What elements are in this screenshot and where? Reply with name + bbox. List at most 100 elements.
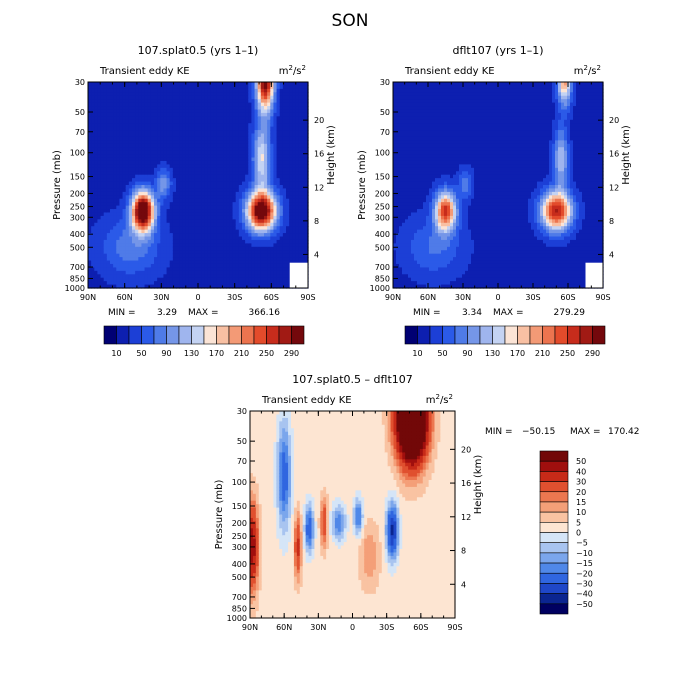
- contour-cell: [106, 219, 111, 224]
- contour-cell: [270, 209, 275, 214]
- contour-cell: [245, 195, 249, 200]
- contour-cell: [223, 188, 227, 193]
- contour-cell: [213, 257, 218, 262]
- contour-cell: [216, 157, 221, 162]
- contour-cell: [235, 277, 240, 282]
- contour-cell: [191, 181, 196, 186]
- contour-cell: [150, 85, 155, 90]
- contour-cell: [273, 284, 278, 289]
- contour-cell: [188, 239, 193, 244]
- contour-cell: [88, 188, 92, 193]
- contour-cell: [260, 167, 265, 172]
- contour-cell: [169, 195, 174, 200]
- contour-cell: [238, 185, 243, 190]
- contour-cell: [286, 116, 290, 121]
- contour-cell: [91, 126, 95, 131]
- contour-cell: [257, 154, 262, 159]
- contour-cell: [248, 167, 253, 172]
- contour-cell: [273, 171, 278, 176]
- contour-cell: [242, 250, 246, 255]
- contour-cell: [201, 250, 205, 255]
- contour-cell: [232, 209, 237, 214]
- contour-cell: [157, 243, 161, 248]
- contour-cell: [194, 212, 199, 217]
- contour-cell: [292, 154, 297, 159]
- contour-cell: [257, 92, 262, 97]
- contour-cell: [122, 267, 127, 272]
- contour-cell: [100, 215, 105, 220]
- contour-cell: [254, 222, 259, 227]
- contour-cell: [191, 233, 196, 238]
- contour-cell: [210, 143, 215, 148]
- contour-cell: [176, 274, 180, 279]
- contour-cell: [289, 191, 293, 196]
- contour-cell: [207, 257, 212, 262]
- contour-cell: [257, 205, 262, 210]
- contour-cell: [150, 130, 155, 135]
- contour-cell: [292, 250, 297, 255]
- contour-cell: [132, 205, 136, 210]
- contour-cell: [179, 243, 183, 248]
- contour-cell: [103, 136, 108, 141]
- contour-cell: [119, 202, 124, 207]
- contour-cell: [286, 226, 290, 231]
- contour-cell: [91, 267, 95, 272]
- contour-cell: [226, 92, 231, 97]
- contour-cell: [88, 116, 92, 121]
- contour-cell: [238, 123, 243, 128]
- contour-cell: [179, 136, 183, 141]
- contour-cell: [226, 274, 231, 279]
- contour-cell: [88, 281, 92, 286]
- contour-cell: [150, 102, 155, 107]
- contour-cell: [182, 150, 187, 155]
- contour-cell: [204, 140, 209, 145]
- contour-cell: [264, 178, 268, 183]
- contour-cell: [103, 126, 108, 131]
- contour-cell: [100, 88, 105, 93]
- contour-cell: [260, 119, 265, 124]
- contour-cell: [201, 133, 205, 138]
- contour-cell: [204, 106, 209, 111]
- contour-cell: [138, 95, 143, 100]
- contour-cell: [179, 116, 183, 121]
- contour-cell: [163, 263, 168, 268]
- contour-cell: [106, 233, 111, 238]
- contour-cell: [176, 215, 180, 220]
- contour-cell: [185, 185, 190, 190]
- contour-cell: [248, 116, 253, 121]
- contour-cell: [135, 215, 139, 220]
- contour-cell: [122, 116, 127, 121]
- contour-cell: [182, 109, 187, 114]
- contour-cell: [88, 157, 92, 162]
- contour-cell: [132, 188, 136, 193]
- contour-cell: [160, 102, 165, 107]
- contour-cell: [267, 260, 271, 265]
- contour-cell: [135, 205, 139, 210]
- contour-cell: [235, 157, 240, 162]
- y-right-tick-label: 20: [314, 116, 324, 125]
- contour-cell: [179, 226, 183, 231]
- contour-cell: [260, 154, 265, 159]
- contour-cell: [122, 270, 127, 275]
- contour-cell: [204, 167, 209, 172]
- contour-cell: [226, 260, 231, 265]
- contour-cell: [122, 215, 127, 220]
- contour-cell: [251, 274, 256, 279]
- contour-cell: [138, 215, 143, 220]
- contour-cell: [273, 102, 278, 107]
- contour-cell: [194, 133, 199, 138]
- contour-cell: [135, 157, 139, 162]
- contour-cell: [204, 257, 209, 262]
- contour-cell: [242, 233, 246, 238]
- contour-cell: [270, 263, 275, 268]
- contour-cell: [141, 253, 146, 258]
- contour-cell: [166, 277, 171, 282]
- contour-cell: [201, 99, 205, 104]
- contour-cell: [207, 239, 212, 244]
- contour-cell: [279, 171, 284, 176]
- contour-cell: [204, 133, 209, 138]
- contour-cell: [210, 191, 215, 196]
- contour-cell: [88, 233, 92, 238]
- contour-cell: [220, 160, 224, 165]
- panel-subtitle: Transient eddy KE: [99, 66, 190, 77]
